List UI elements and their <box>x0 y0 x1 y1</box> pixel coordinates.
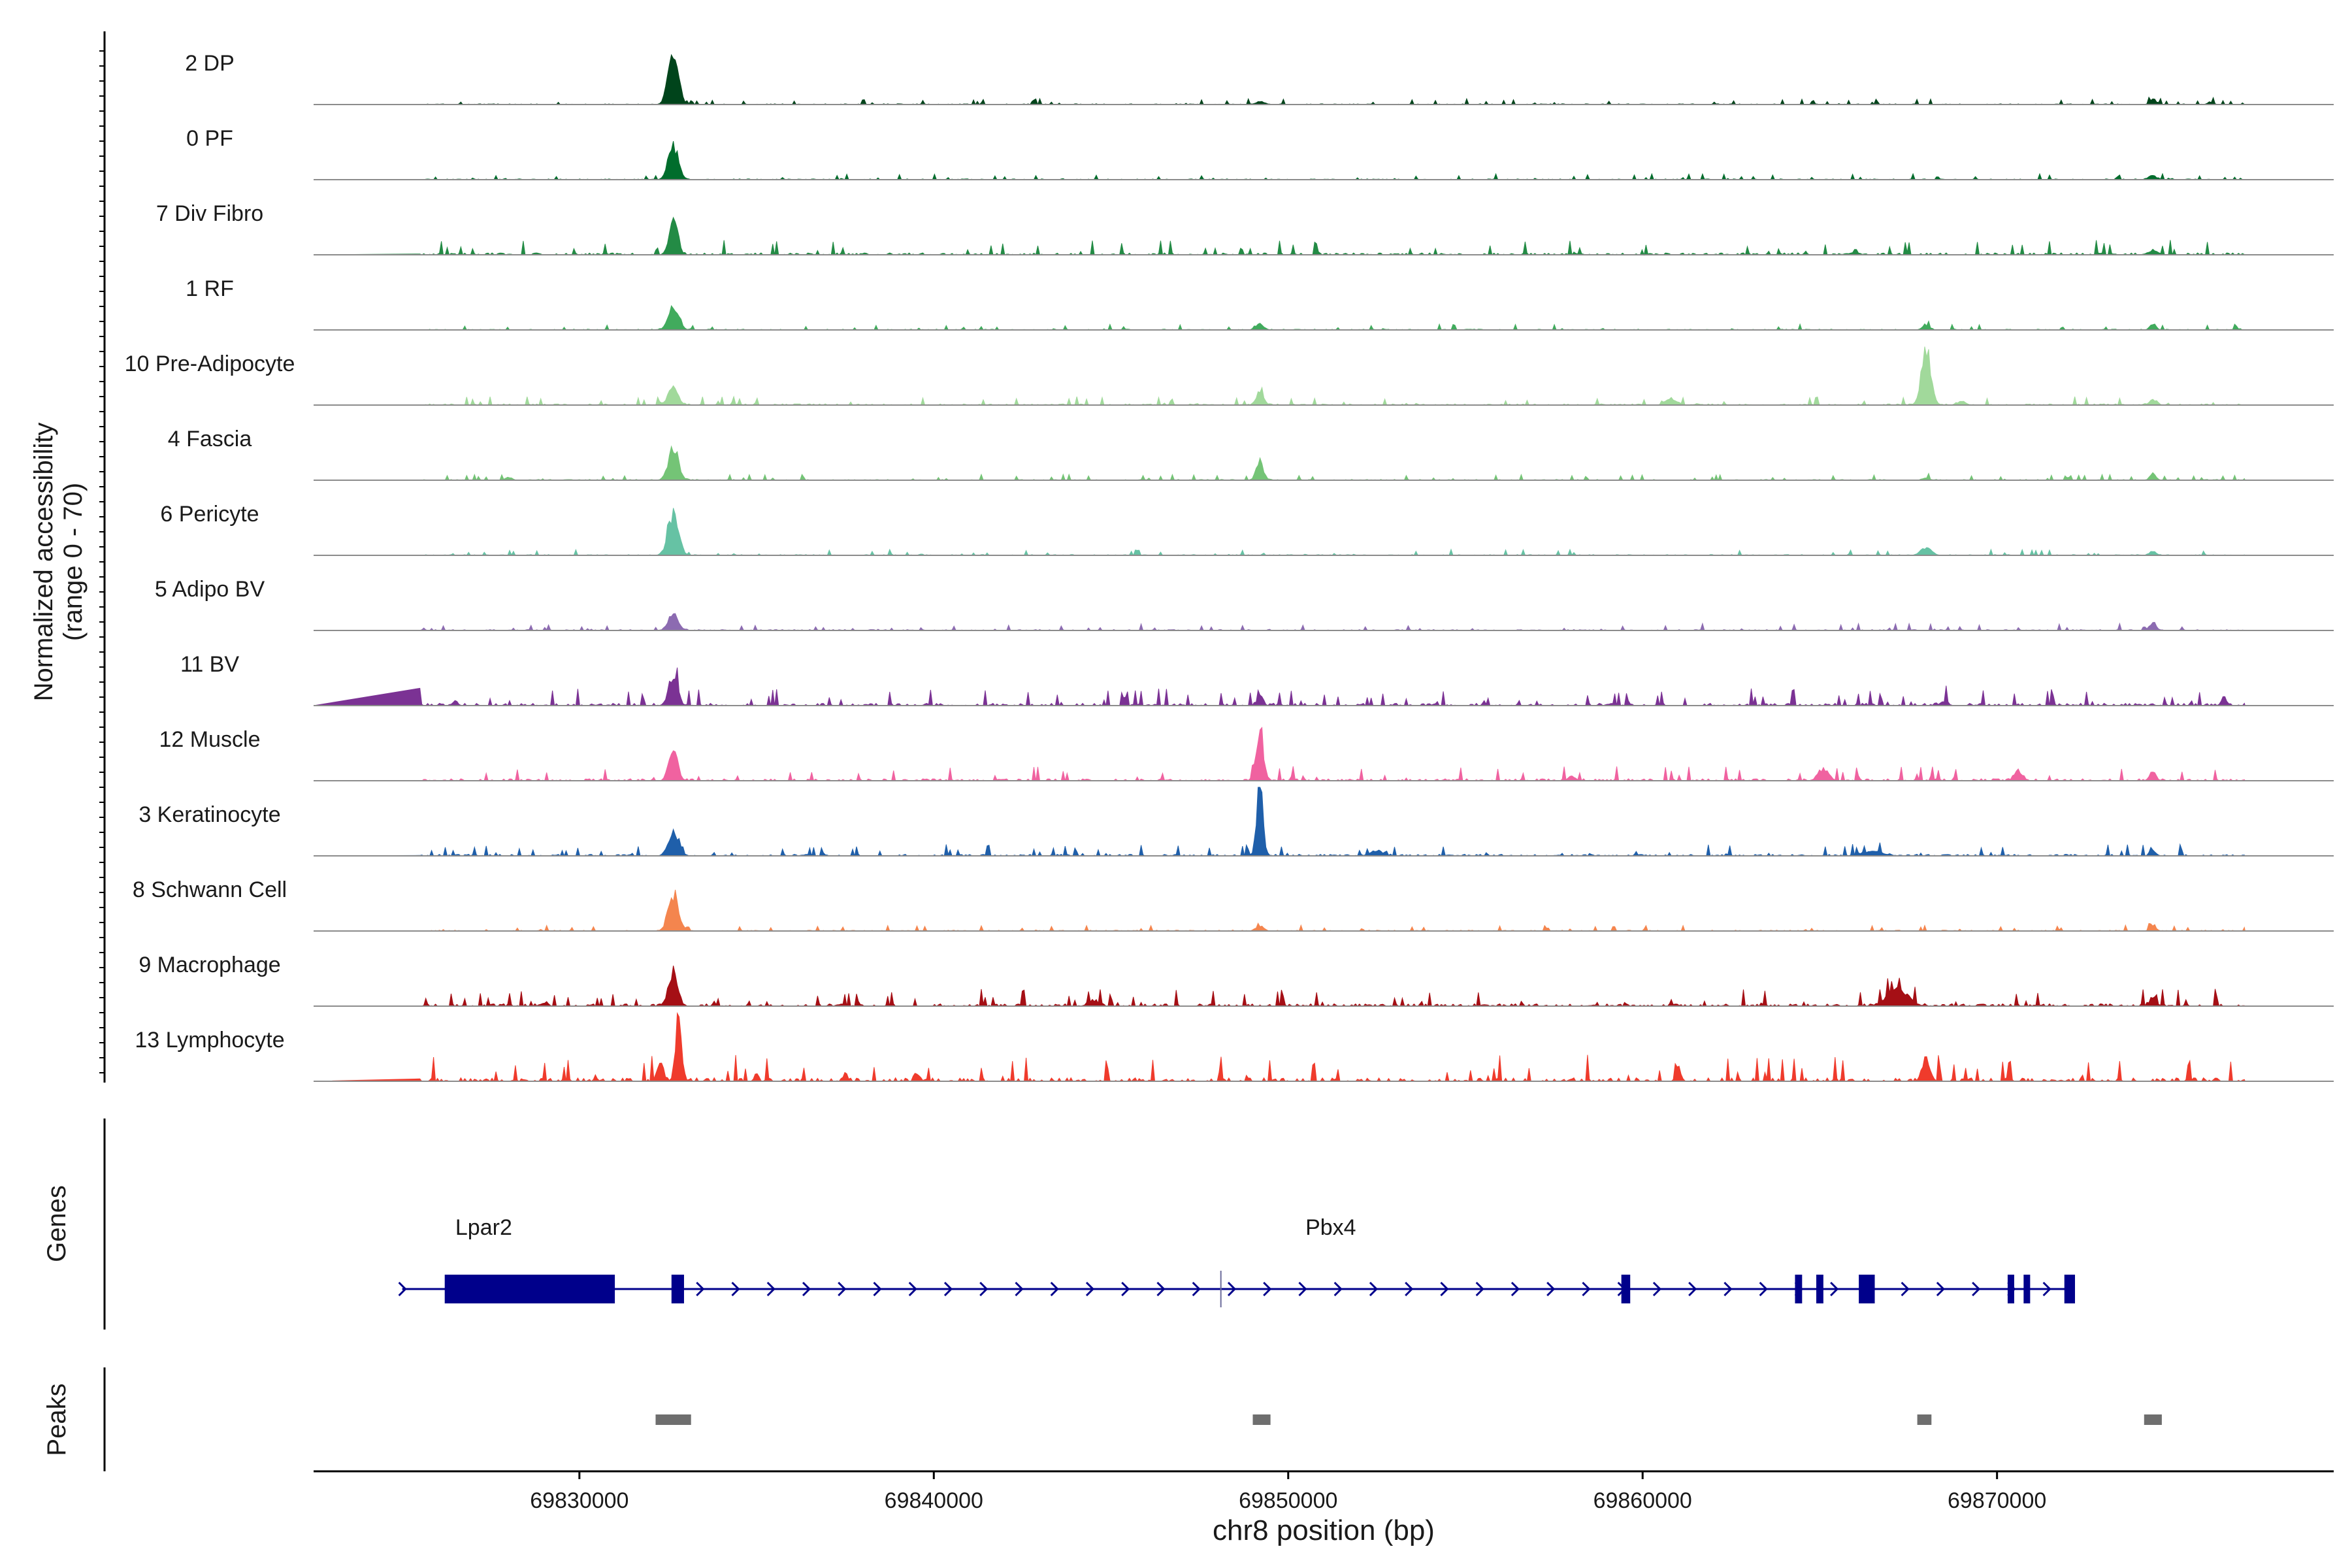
strand-chevron <box>979 1281 988 1297</box>
track-7: 6 Pericyte <box>160 502 2334 557</box>
strand-chevron <box>2042 1281 2051 1297</box>
peak-region <box>1252 1414 1271 1425</box>
exon <box>1795 1275 1803 1303</box>
strand-chevron <box>1652 1281 1662 1297</box>
gene-name: Lpar2 <box>455 1215 512 1240</box>
x-axis-label: chr8 position (bp) <box>1213 1514 1435 1546</box>
track-label: 1 RF <box>186 276 234 301</box>
exon <box>671 1275 684 1303</box>
track-5: 10 Pre-Adipocyte <box>125 346 2334 406</box>
exon <box>2064 1275 2076 1303</box>
exon <box>444 1275 615 1303</box>
strand-chevron <box>1511 1281 1520 1297</box>
strand-chevron <box>1830 1281 1839 1297</box>
gene-annotations: Lpar2 Pbx4 <box>398 1215 2076 1307</box>
x-tick-label: 69830000 <box>530 1488 629 1513</box>
gene-pbx4: Pbx4 <box>671 1215 2076 1303</box>
strand-chevron <box>1405 1281 1414 1297</box>
peak-region <box>2144 1414 2162 1425</box>
strand-chevron <box>1015 1281 1024 1297</box>
strand-chevron <box>1582 1281 1591 1297</box>
track-1: 2 DP <box>185 51 2334 106</box>
genes-panel-label: Genes <box>42 1185 71 1262</box>
x-tick-label: 69850000 <box>1239 1488 1337 1513</box>
strand-chevron <box>398 1281 407 1297</box>
strand-chevron <box>1369 1281 1379 1297</box>
strand-chevron <box>1901 1281 1910 1297</box>
strand-chevron <box>696 1281 705 1297</box>
peaks-panel-label: Peaks <box>42 1383 71 1456</box>
track-label: 3 Keratinocyte <box>139 802 280 827</box>
strand-chevron <box>1156 1281 1166 1297</box>
strand-chevron <box>731 1281 740 1297</box>
track-label: 6 Pericyte <box>160 502 259 527</box>
coverage-tracks: 2 DP 0 PF 7 Div Fibro 1 RF 10 Pre-Adipocyte 4… <box>125 51 2334 1083</box>
strand-chevron <box>1050 1281 1059 1297</box>
strand-chevron <box>1475 1281 1484 1297</box>
y-axis <box>99 31 106 1083</box>
exon <box>1859 1275 1875 1303</box>
strand-chevron <box>1192 1281 1201 1297</box>
y-axis-label-line1: Normalized accessibility <box>29 423 58 702</box>
exon <box>2007 1275 2014 1303</box>
strand-chevron <box>802 1281 811 1297</box>
x-tick-label: 69860000 <box>1593 1488 1692 1513</box>
peak-regions <box>655 1414 2162 1425</box>
exon <box>2023 1275 2031 1303</box>
strand-chevron <box>1333 1281 1343 1297</box>
strand-chevron <box>1759 1281 1768 1297</box>
strand-chevron <box>1085 1281 1095 1297</box>
x-tick-label: 69840000 <box>885 1488 983 1513</box>
strand-chevron <box>873 1281 882 1297</box>
strand-chevron <box>1121 1281 1130 1297</box>
x-axis: 69830000 69840000 69850000 69860000 69870000 <box>530 1471 2046 1513</box>
track-8: 5 Adipo BV <box>155 577 2334 631</box>
track-11: 3 Keratinocyte <box>139 787 2334 857</box>
track-13: 9 Macrophage <box>139 953 2334 1007</box>
track-3: 7 Div Fibro <box>156 201 2334 256</box>
track-label: 5 Adipo BV <box>155 577 265 602</box>
track-label: 12 Muscle <box>159 727 261 752</box>
strand-chevron <box>1723 1281 1733 1297</box>
track-label: 9 Macrophage <box>139 953 280 977</box>
strand-chevron <box>766 1281 776 1297</box>
strand-chevron <box>1936 1281 1945 1297</box>
track-10: 12 Muscle <box>159 727 2334 782</box>
strand-chevron <box>1227 1281 1237 1297</box>
track-label: 13 Lymphocyte <box>135 1028 284 1053</box>
track-label: 7 Div Fibro <box>156 201 263 226</box>
y-axis-label-line2: (range 0 - 70) <box>59 483 88 641</box>
track-9: 11 BV <box>180 652 2334 707</box>
peak-region <box>1917 1414 1932 1425</box>
strand-chevron <box>943 1281 953 1297</box>
exon <box>1621 1275 1631 1303</box>
strand-chevron <box>1546 1281 1556 1297</box>
track-label: 10 Pre-Adipocyte <box>125 351 295 376</box>
x-tick-label: 69870000 <box>1948 1488 2046 1513</box>
track-label: 8 Schwann Cell <box>133 877 287 902</box>
gene-name: Pbx4 <box>1305 1215 1356 1240</box>
strand-chevron <box>1440 1281 1449 1297</box>
strand-chevron <box>1298 1281 1307 1297</box>
track-label: 2 DP <box>185 51 235 76</box>
strand-chevron <box>1688 1281 1697 1297</box>
track-14: 13 Lymphocyte <box>135 1012 2334 1083</box>
strand-chevron <box>1263 1281 1272 1297</box>
strand-chevron <box>908 1281 917 1297</box>
exon <box>1816 1275 1823 1303</box>
track-label: 4 Fascia <box>168 427 252 451</box>
track-4: 1 RF <box>186 276 2334 331</box>
strand-chevron <box>1972 1281 1981 1297</box>
track-6: 4 Fascia <box>168 427 2334 482</box>
track-label: 11 BV <box>180 652 239 677</box>
strand-chevron <box>838 1281 847 1297</box>
track-12: 8 Schwann Cell <box>133 877 2334 932</box>
track-2: 0 PF <box>186 126 2334 180</box>
peak-region <box>655 1414 691 1425</box>
track-label: 0 PF <box>186 126 233 151</box>
